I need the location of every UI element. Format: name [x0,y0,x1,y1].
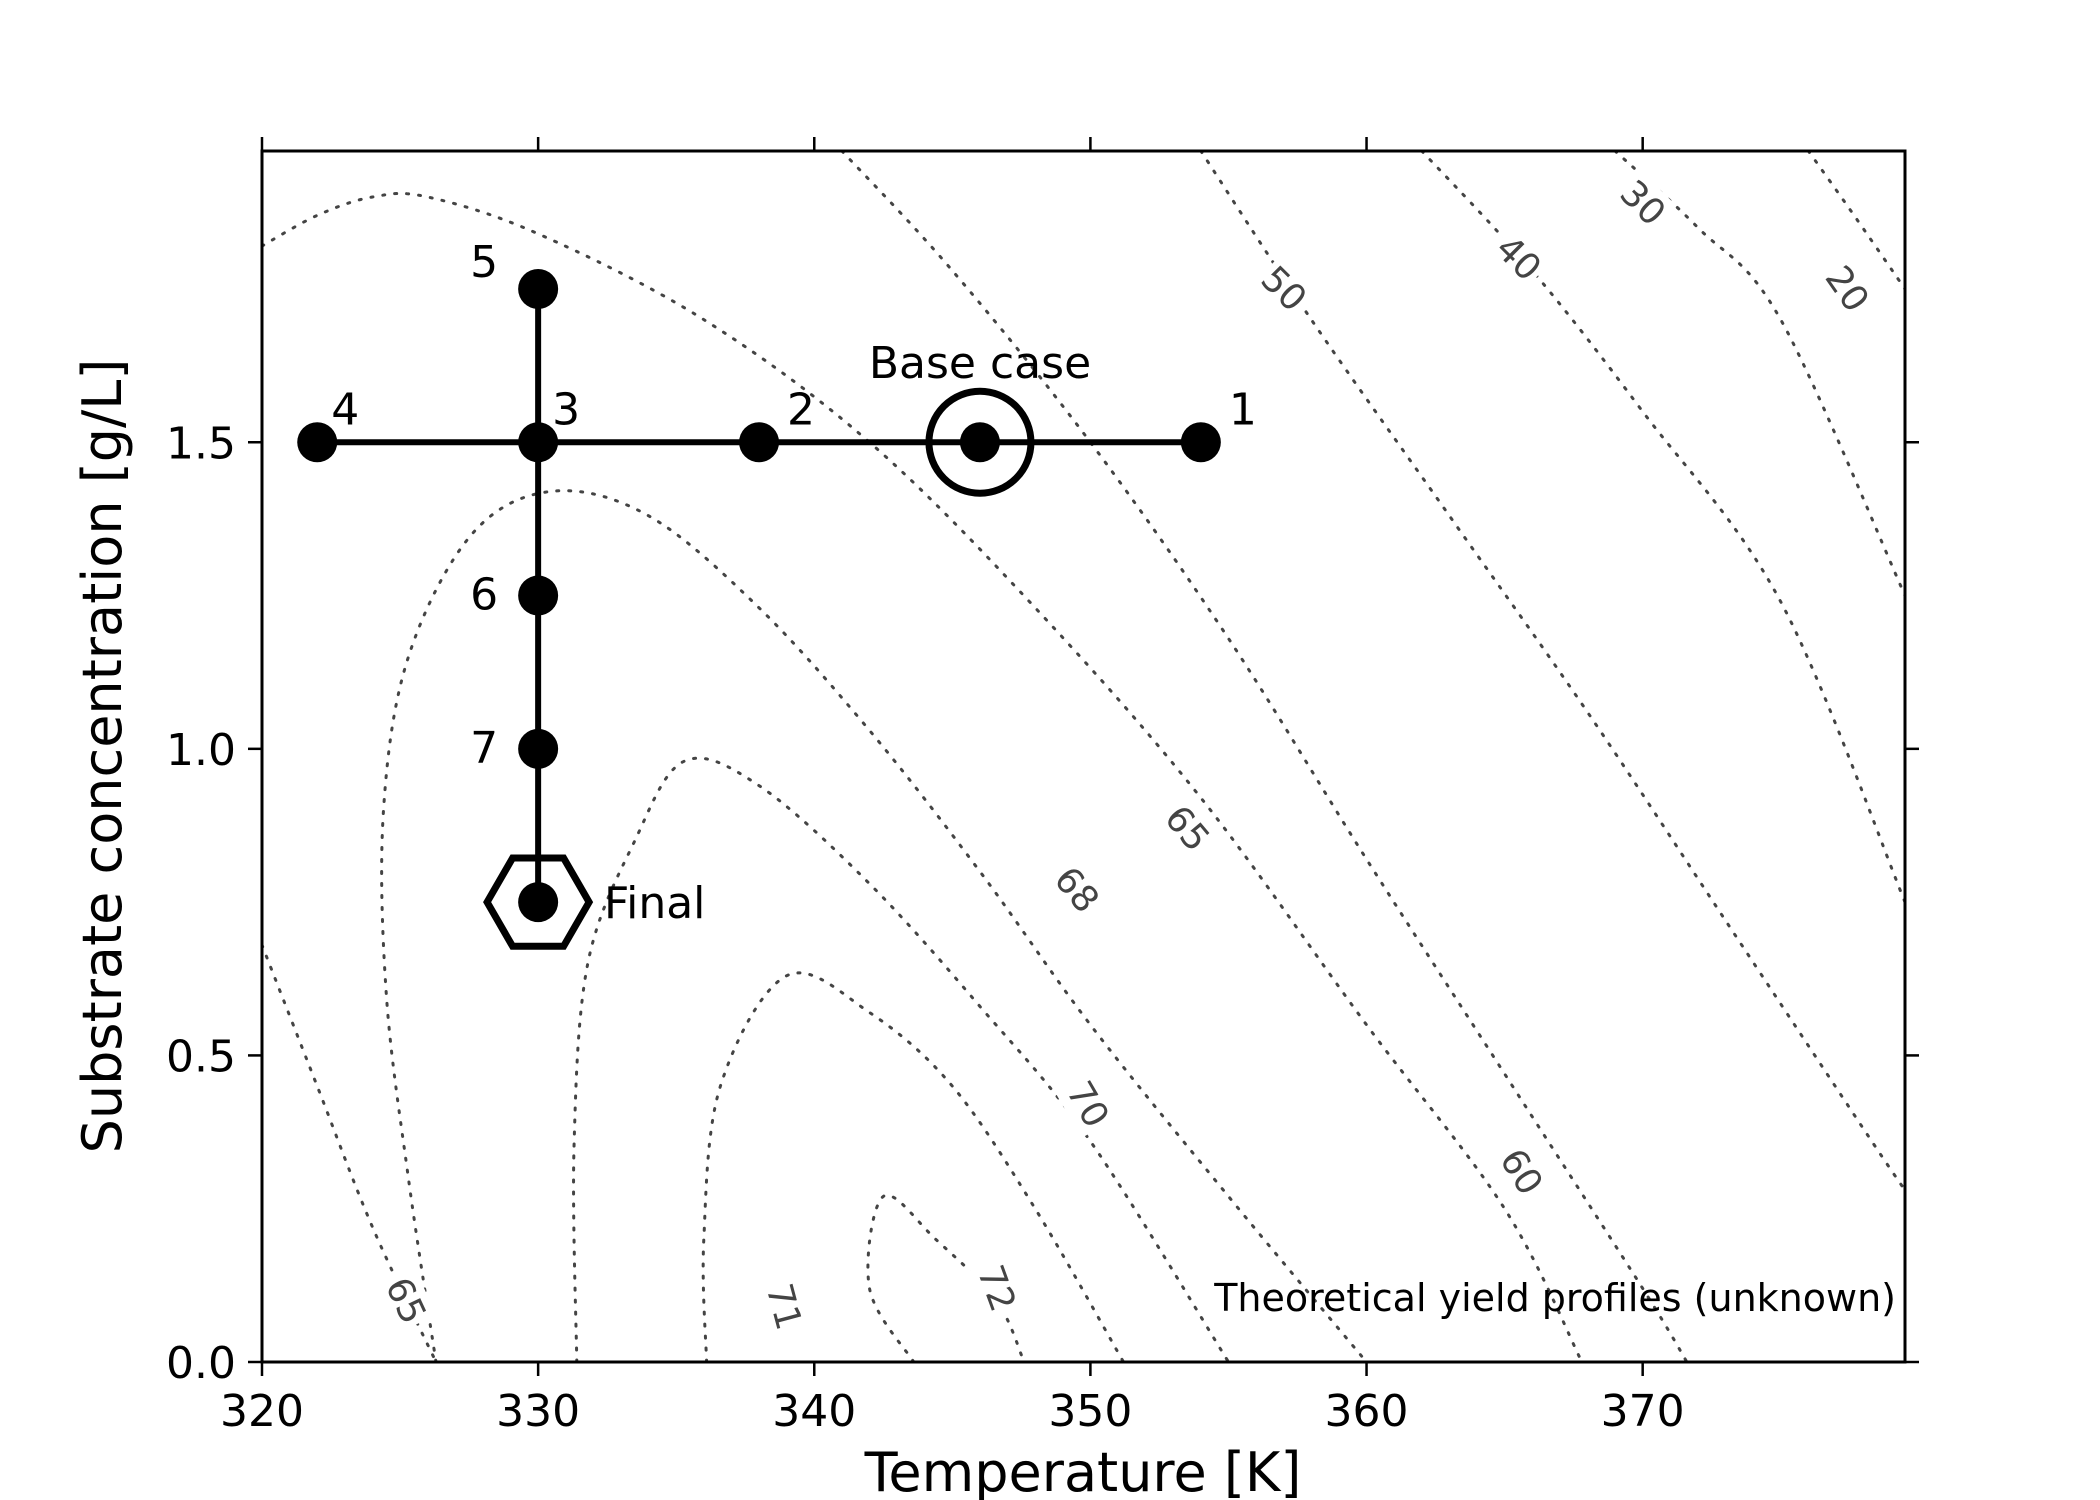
point-number-label: 2 [787,384,815,435]
x-tick-label: 360 [1325,1386,1409,1437]
contour-line [262,192,1584,1362]
point-number-label: 4 [331,384,359,435]
point-number-label: 5 [470,237,498,288]
tick-labels: 320 330 340 350 360 370 0.0 0.5 1.0 1.5 [166,418,1685,1437]
data-point [297,422,338,463]
data-point [518,728,559,769]
final-marker [483,854,594,950]
x-tick-label: 340 [772,1386,856,1437]
plot-frame [260,149,1907,1364]
x-tick-label: 320 [220,1386,304,1437]
base-case-label: Base case [869,338,1091,389]
contour-label-background [966,1256,1027,1321]
y-tick-label: 1.0 [166,725,236,776]
contour-line [701,971,1125,1362]
contour-line [1806,151,1905,291]
contour-line [866,1193,1026,1362]
contour-label: 40 [1487,228,1548,289]
contour-label: 65 [377,1271,434,1330]
contour-label: 20 [1817,259,1877,320]
contour-lines [262,151,1905,1362]
contour-label: 70 [1058,1075,1116,1135]
point-number-label: 7 [470,723,498,774]
point-number-label: 1 [1229,384,1257,435]
data-point [739,422,780,463]
contour-label-background [1043,855,1111,924]
y-tick-label: 0.5 [166,1031,236,1082]
final-label: Final [604,878,705,929]
data-point [518,268,559,309]
contour-label-background [1488,1138,1554,1206]
contour-line [1199,151,1905,1192]
contour-label-background [1249,255,1318,323]
axis-ticks [248,137,1919,1376]
contour-label: 65 [1156,798,1217,859]
point-number-label: 6 [470,570,498,621]
contour-label-background [1814,255,1880,323]
contour-label-background [1153,794,1221,863]
x-tick-label: 370 [1601,1386,1685,1437]
contour-label-background [1055,1070,1120,1138]
data-points [297,268,1221,950]
contour-label-background [1608,169,1677,238]
contour-label: 50 [1253,259,1314,320]
y-tick-label: 0.0 [166,1338,236,1389]
data-point [1180,422,1221,463]
contour-label-background [755,1276,812,1338]
contour-label: 30 [1612,173,1673,234]
point-number-label: 3 [552,384,580,435]
contour-label-background [374,1267,437,1334]
point-labels: 1 2 3 4 5 6 7 [331,237,1257,774]
y-tick-label: 1.5 [166,418,236,469]
base-case-marker [925,387,1035,497]
contour-label: 68 [1046,859,1107,920]
data-point [518,882,559,923]
contour-label-background [1484,224,1553,293]
contour-line [572,756,1230,1362]
data-point [518,575,559,616]
x-tick-label: 350 [1048,1386,1132,1437]
contour-line [380,489,1368,1362]
y-axis-title: Substrate concentration [g/L] [71,359,134,1154]
x-axis-title: Temperature [K] [864,1441,1302,1500]
data-point [959,422,1000,463]
yield-profile-annotation: Theoretical yield profiles (unknown) [1213,1276,1896,1320]
x-tick-label: 330 [496,1386,580,1437]
contour-line [1420,151,1905,904]
data-point [518,422,559,463]
contour-line [840,151,1689,1362]
contour-label: 60 [1491,1142,1550,1203]
